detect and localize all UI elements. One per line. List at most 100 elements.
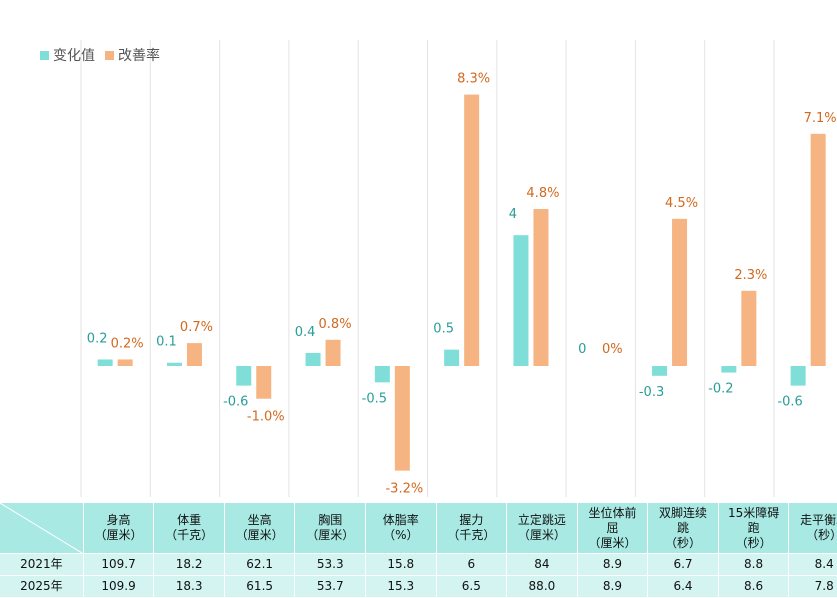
header-line: （厘米） (94, 528, 143, 542)
header-line: 身高 (106, 513, 131, 527)
bar-change (305, 352, 321, 366)
data-label-change: 0 (578, 342, 586, 357)
table-cell: 88.0 (506, 575, 578, 598)
table-cell: 6.5 (436, 575, 508, 598)
bar-change (444, 349, 460, 366)
header-line: （%） (383, 528, 419, 542)
table-cell: 8.9 (577, 553, 649, 576)
legend-swatch-change (40, 50, 49, 60)
table-cell: 15.3 (365, 575, 437, 598)
header-line: 跑 (747, 520, 760, 535)
data-label-change: 0.5 (433, 322, 454, 337)
table-cell: 53.3 (294, 553, 366, 576)
bar-rate (325, 339, 341, 366)
header-line: （秒） (735, 535, 772, 550)
column-header: 身高 （厘米） (83, 503, 155, 554)
bar-change (97, 359, 113, 366)
data-label-change: -0.6 (223, 395, 248, 410)
data-label-rate: -1.0% (247, 410, 285, 425)
bar-change (374, 366, 390, 383)
column-header: 走平衡木（秒） (788, 503, 837, 554)
row-label: 2021年 (0, 553, 84, 576)
bar-rate (256, 366, 272, 399)
header-line: 体重 (177, 513, 202, 527)
header-line: （秒） (665, 535, 702, 550)
header-line: （厘米） (306, 528, 355, 542)
header-line: （厘米） (588, 535, 637, 550)
column-header: 双脚连续跳（秒） (647, 503, 719, 554)
header-line: （厘米） (235, 528, 284, 542)
data-label-rate: 0.2% (111, 336, 144, 351)
table-cell: 61.5 (224, 575, 296, 598)
corner-cell (0, 503, 84, 554)
bar-rate (672, 218, 688, 366)
legend-label-rate: 改善率 (118, 48, 160, 64)
header-line: （千克） (447, 528, 496, 542)
table-cell: 62.1 (224, 553, 296, 576)
table-cell: 109.7 (83, 553, 155, 576)
table-cell: 8.6 (718, 575, 790, 598)
table-header-row: 身高 （厘米） 体重 （千克） 坐高 （厘米） 胸围 （厘米） 体脂率 （%） 握力 （千克） 立定跳远… (0, 503, 837, 554)
table-cell: 84 (506, 553, 578, 576)
table-cell: 53.7 (294, 575, 366, 598)
table-cell: 18.3 (153, 575, 225, 598)
table-cell: 8.4 (788, 553, 837, 576)
bar-change (652, 366, 668, 376)
column-header: 15米障碍跑（秒） (718, 503, 790, 554)
table-cell: 6.4 (647, 575, 719, 598)
data-label-rate: 4.8% (526, 186, 559, 201)
table-cell: 8.9 (577, 575, 649, 598)
data-label-rate: 0.8% (319, 317, 352, 332)
table-cell: 8.8 (718, 553, 790, 576)
data-label-rate: 4.5% (665, 196, 698, 211)
diagonal-line (0, 503, 82, 553)
data-label-change: -0.3 (639, 385, 664, 400)
data-label-rate: 2.3% (734, 268, 767, 283)
table-row: 2025年 109.9 18.3 61.5 53.7 15.3 6.5 88.0 8.9 6.4 8… (0, 575, 837, 598)
data-label-change: -0.6 (777, 395, 802, 410)
row-label: 2025年 (0, 575, 84, 598)
bar-rate (117, 359, 133, 366)
table-cell: 15.8 (365, 553, 437, 576)
table-cell: 109.9 (83, 575, 155, 598)
data-label-rate: 8.3% (457, 72, 490, 87)
table-cell: 7.8 (788, 575, 837, 598)
data-label-change: -0.5 (362, 391, 387, 406)
data-label-change: 0.2 (87, 331, 108, 346)
header-line: 坐高 (247, 513, 272, 527)
data-label-rate: 0.7% (180, 320, 213, 335)
column-header: 胸围 （厘米） (294, 503, 366, 554)
data-label-rate: 0% (602, 342, 623, 357)
bar-change (236, 366, 252, 386)
header-line: 跳 (677, 520, 690, 535)
column-header: 体重 （千克） (153, 503, 225, 554)
column-header: 立定跳远 （厘米） (506, 503, 578, 554)
table-cell: 6.7 (647, 553, 719, 576)
data-label-change: -0.2 (708, 382, 733, 397)
header-line: （千克） (165, 528, 214, 542)
bar-change (721, 366, 737, 373)
bar-rate (810, 133, 826, 366)
header-line: 握力 (459, 513, 484, 527)
table-cell: 6 (436, 553, 508, 576)
column-header: 握力 （千克） (436, 503, 508, 554)
legend-label-change: 变化值 (53, 48, 95, 64)
header-line: 坐位体前 (588, 505, 637, 520)
legend: 变化值 改善率 (40, 45, 170, 65)
header-line: 走平衡木 (800, 513, 837, 527)
bar-chart: 0.2 0.2% 0.10.7%-0.6-1.0%0.40.8%-0.5-3.2%0… (80, 40, 837, 497)
bar-rate (741, 290, 757, 366)
data-label-change: 4 (509, 207, 517, 222)
header-line: 15米障碍 (727, 505, 780, 520)
column-header: 坐位体前屈（厘米） (577, 503, 649, 554)
table-row: 2021年 109.7 18.2 62.1 53.3 15.8 6 84 8.9 6.7 8.8 8.… (0, 553, 837, 576)
bar-change (513, 235, 529, 366)
header-line: 双脚连续 (659, 505, 708, 520)
data-table: 身高 （厘米） 体重 （千克） 坐高 （厘米） 胸围 （厘米） 体脂率 （%） 握力 （千克） 立定跳远… (0, 503, 837, 598)
header-line: 立定跳远 (517, 513, 566, 527)
bar-rate (186, 343, 202, 366)
data-label-rate: 7.1% (804, 111, 837, 126)
data-label-change: 0.4 (295, 325, 316, 340)
data-label-change: 0.1 (156, 335, 177, 350)
header-line: （厘米） (517, 528, 566, 542)
